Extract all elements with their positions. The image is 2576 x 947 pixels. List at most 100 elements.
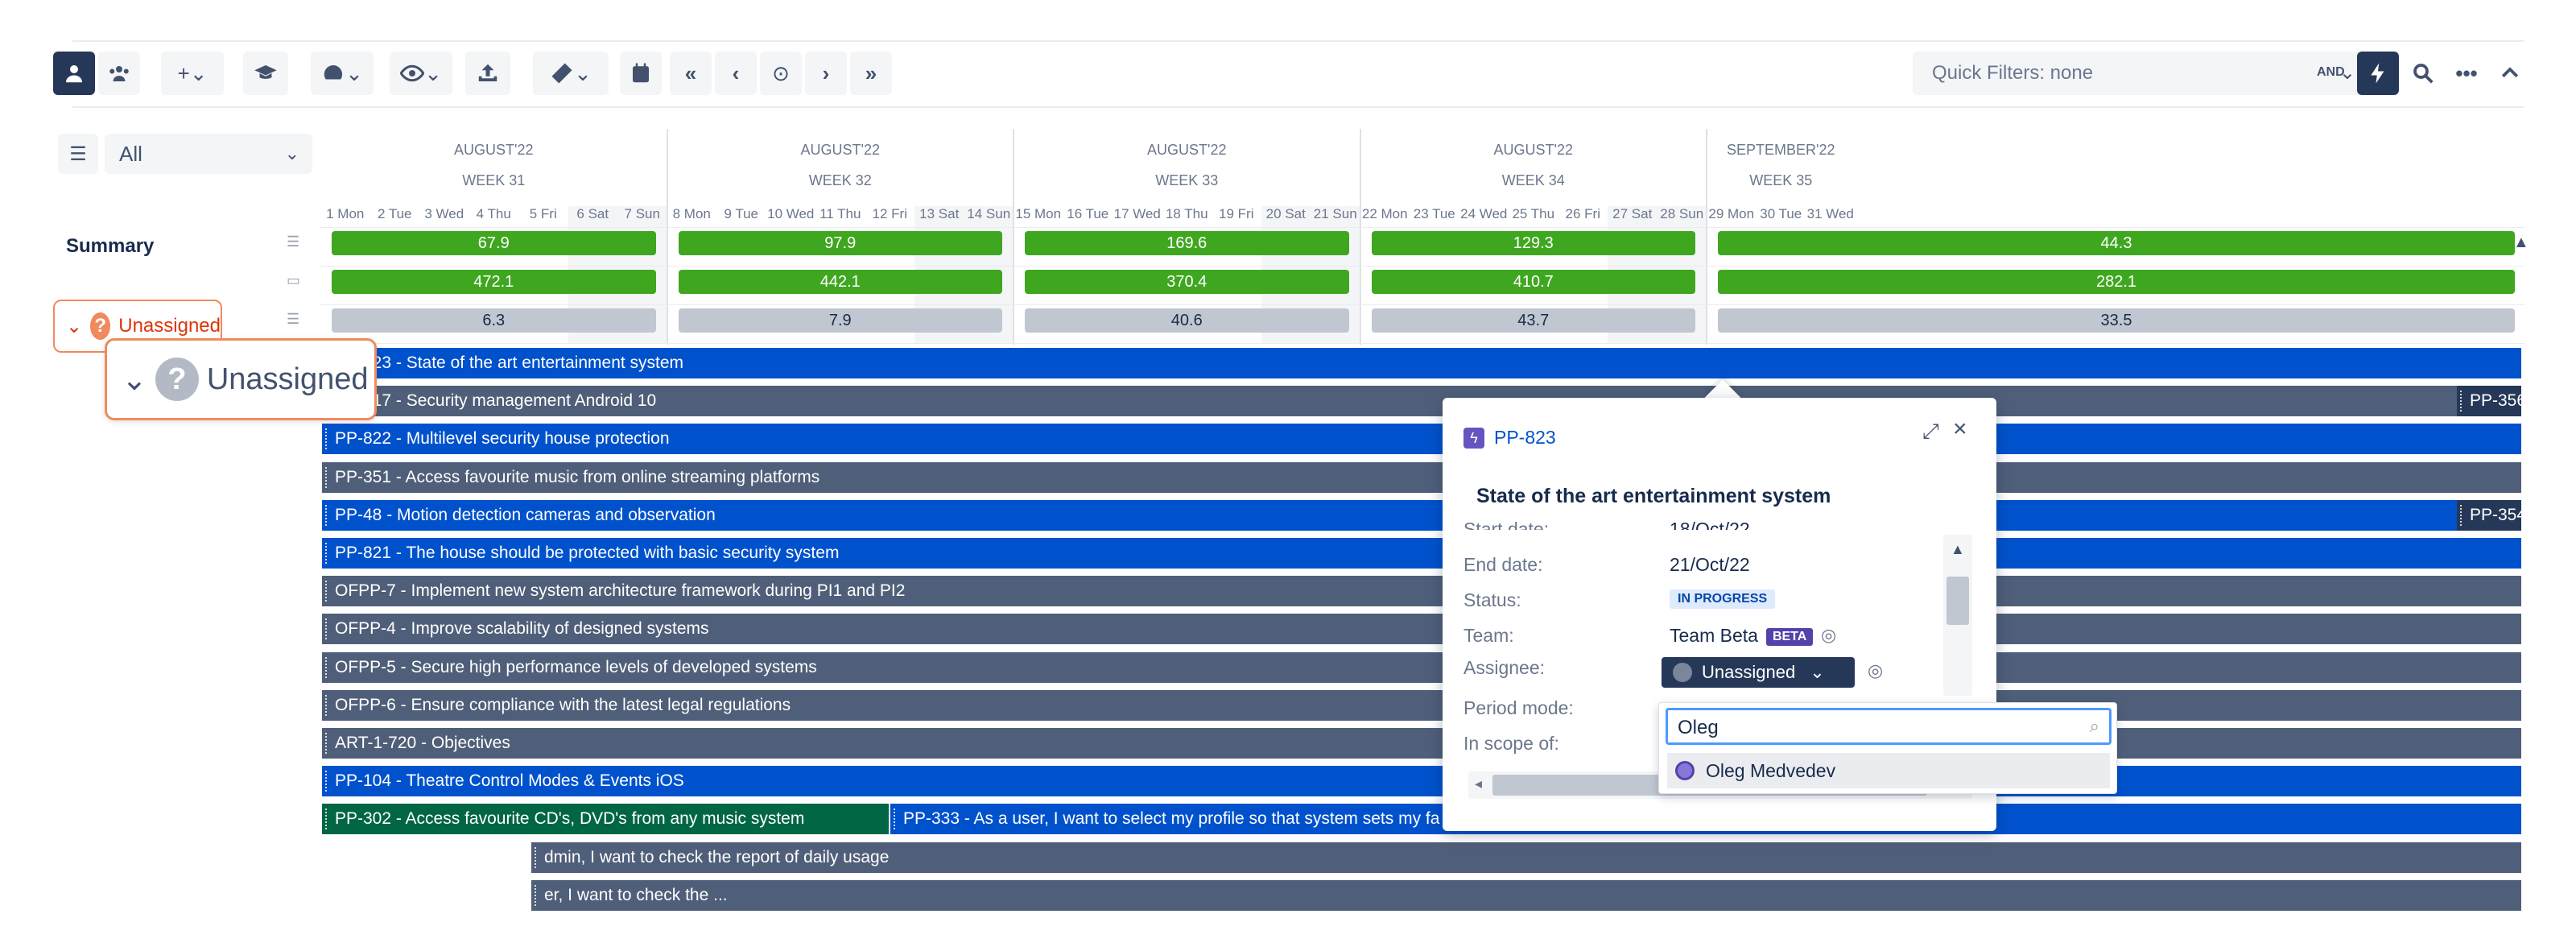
chevron-right-icon[interactable]: › bbox=[805, 52, 847, 95]
graduation-cap-icon[interactable] bbox=[243, 52, 288, 95]
issue-bar[interactable]: OFPP-7 - Implement new system architectu… bbox=[322, 576, 2521, 607]
chevron-down-icon: ⌄ bbox=[2339, 62, 2355, 84]
summary-bar[interactable]: 97.9 bbox=[678, 231, 1002, 255]
assignee-option[interactable]: Oleg Medvedev bbox=[1667, 753, 2110, 788]
issue-bar[interactable]: PP-822 - Multilevel security house prote… bbox=[322, 424, 2521, 455]
issue-bar[interactable]: OFPP-5 - Secure high performance levels … bbox=[322, 651, 2521, 683]
week-separator bbox=[666, 129, 668, 345]
more-icon[interactable]: ••• bbox=[2455, 60, 2478, 85]
summary-bar[interactable]: 169.6 bbox=[1025, 231, 1349, 255]
scroll-up-icon[interactable]: ▲ bbox=[2513, 234, 2529, 251]
end-date-label: End date: bbox=[1463, 554, 1543, 575]
collapse-icon[interactable] bbox=[2489, 52, 2531, 95]
status-label: Status: bbox=[1463, 589, 1521, 610]
issue-bar[interactable]: PP-817 - Security management Android 10 bbox=[322, 386, 2521, 417]
person-icon[interactable] bbox=[53, 52, 95, 95]
issue-bar-label: PP-302 - Access favourite CD's, DVD's fr… bbox=[335, 809, 805, 829]
ruler-icon[interactable]: ⌄ bbox=[533, 52, 609, 95]
day-label: 4 Thu bbox=[476, 206, 511, 221]
issue-bar[interactable]: PP-354 bbox=[2457, 499, 2521, 531]
scrollbar-thumb[interactable] bbox=[1946, 577, 1969, 625]
target-icon[interactable]: ◎ bbox=[1868, 660, 1884, 680]
plus-icon[interactable]: +⌄ bbox=[161, 52, 224, 95]
day-label: 7 Sun bbox=[624, 206, 660, 221]
calendar-icon[interactable] bbox=[620, 52, 662, 95]
issue-key: PP-823 bbox=[1494, 427, 1556, 448]
assignee-dropdown[interactable]: Unassigned ⌄ bbox=[1662, 657, 1855, 688]
summary-bar[interactable]: 282.1 bbox=[1718, 270, 2515, 294]
status-badge[interactable]: IN PROGRESS bbox=[1670, 589, 1776, 609]
day-label: 12 Fri bbox=[872, 206, 907, 221]
team-icon[interactable] bbox=[98, 52, 140, 95]
week-separator bbox=[1013, 129, 1014, 345]
summary-bar[interactable]: 129.3 bbox=[1371, 231, 1695, 255]
day-label: 13 Sat bbox=[919, 206, 960, 221]
chevron-left-icon[interactable]: ‹ bbox=[715, 52, 757, 95]
issue-bar[interactable]: OFPP-4 - Improve scalability of designed… bbox=[322, 614, 2521, 645]
issue-bar[interactable]: er, I want to check the ... bbox=[531, 879, 2521, 911]
issue-key-link[interactable]: ϟ PP-823 bbox=[1463, 427, 1556, 449]
target-icon[interactable]: ◎ bbox=[1821, 625, 1837, 645]
double-chevron-left-icon[interactable]: « bbox=[670, 52, 712, 95]
eye-icon[interactable]: ⌄ bbox=[390, 52, 452, 95]
day-label: 23 Tue bbox=[1413, 206, 1455, 221]
summary-bar[interactable]: 67.9 bbox=[332, 231, 656, 255]
summary-bar[interactable]: 442.1 bbox=[678, 270, 1002, 294]
summary-bar[interactable]: 40.6 bbox=[1025, 308, 1349, 333]
summary-bar[interactable]: 370.4 bbox=[1025, 270, 1349, 294]
chevron-down-icon: ⌄ bbox=[66, 315, 83, 337]
double-chevron-right-icon[interactable]: » bbox=[850, 52, 892, 95]
quick-filters-select[interactable]: Quick Filters: none ⌄ bbox=[1913, 52, 2373, 95]
summary-bar[interactable]: 7.9 bbox=[678, 308, 1002, 333]
week-label: WEEK 35 bbox=[1749, 172, 1813, 188]
group-filter-select[interactable]: All ⌄ bbox=[105, 134, 312, 174]
target-icon[interactable]: ⊙ bbox=[760, 52, 802, 95]
summary-bar[interactable]: 44.3 bbox=[1718, 231, 2515, 255]
checklist-icon[interactable]: ☰ bbox=[58, 134, 98, 174]
unassigned-avatar-icon: ? bbox=[90, 312, 111, 340]
issue-bar[interactable]: PP-104 - Theatre Control Modes & Events … bbox=[322, 766, 2521, 797]
issue-bar[interactable]: PP-821 - The house should be protected w… bbox=[322, 538, 2521, 569]
unassigned-callout-label: Unassigned bbox=[206, 362, 369, 396]
issue-bar-label: OFPP-4 - Improve scalability of designed… bbox=[335, 619, 709, 639]
issue-bar[interactable]: ART-1-720 - Objectives bbox=[322, 728, 2521, 759]
beta-badge: BETA bbox=[1765, 628, 1814, 646]
issue-bar[interactable]: PP-302 - Access favourite CD's, DVD's fr… bbox=[322, 804, 889, 835]
summary-bar[interactable]: 33.5 bbox=[1718, 308, 2515, 333]
day-label: 20 Sat bbox=[1265, 206, 1306, 221]
summary-bar[interactable]: 410.7 bbox=[1371, 270, 1695, 294]
summary-bar[interactable]: 6.3 bbox=[332, 308, 656, 333]
period-mode-label: Period mode: bbox=[1463, 697, 1574, 718]
lightning-icon[interactable] bbox=[2357, 52, 2399, 95]
summary-bar[interactable]: 472.1 bbox=[332, 270, 656, 294]
team-value[interactable]: Team Beta BETA bbox=[1670, 625, 1814, 647]
gauge-icon[interactable]: ⌄ bbox=[311, 52, 374, 95]
search-icon[interactable] bbox=[2402, 52, 2444, 95]
issue-bar[interactable]: OFPP-6 - Ensure compliance with the late… bbox=[322, 689, 2521, 721]
scroll-up-icon[interactable]: ▲ bbox=[1951, 541, 1965, 557]
day-label: 2 Tue bbox=[377, 206, 412, 221]
scroll-left-icon[interactable]: ◂ bbox=[1475, 775, 1483, 792]
issue-bar-label: PP-104 - Theatre Control Modes & Events … bbox=[335, 771, 684, 791]
issue-bar[interactable]: PP-356 bbox=[2457, 386, 2521, 417]
and-toggle[interactable]: AND bbox=[2317, 65, 2345, 79]
summary-bar[interactable]: 43.7 bbox=[1371, 308, 1695, 333]
end-date-value[interactable]: 21/Oct/22 bbox=[1670, 554, 1750, 575]
issue-bar[interactable]: PP-48 - Motion detection cameras and obs… bbox=[322, 499, 2521, 531]
day-label: 15 Mon bbox=[1015, 206, 1062, 221]
day-label: 31 Wed bbox=[1806, 206, 1854, 221]
search-query: Oleg bbox=[1678, 717, 1719, 738]
issue-bar-label: ART-1-720 - Objectives bbox=[335, 734, 510, 752]
popup-vertical-scrollbar[interactable]: ▲ bbox=[1943, 535, 1972, 696]
upload-icon[interactable] bbox=[465, 52, 510, 95]
day-label: 6 Sat bbox=[576, 206, 609, 221]
expand-icon[interactable]: ⤢ bbox=[1922, 419, 1939, 443]
assignee-value: Unassigned bbox=[1702, 662, 1796, 682]
assignee-search-input[interactable]: Oleg ⌕ bbox=[1666, 708, 2112, 745]
close-icon[interactable]: × bbox=[1953, 416, 1967, 442]
issue-bar[interactable]: PP-823 - State of the art entertainment … bbox=[322, 348, 2521, 378]
week-label: WEEK 34 bbox=[1501, 172, 1565, 188]
issue-bar[interactable]: PP-351 - Access favourite music from onl… bbox=[322, 461, 2521, 493]
issue-bar[interactable]: dmin, I want to check the report of dail… bbox=[531, 842, 2521, 873]
month-label: AUGUST'22 bbox=[1493, 142, 1573, 158]
